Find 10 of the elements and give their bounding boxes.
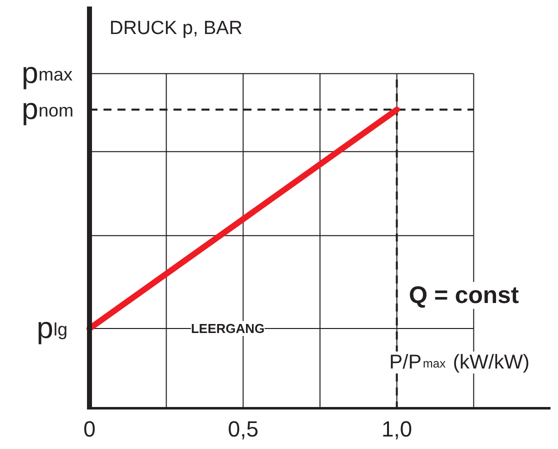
ref-line-label: pnom bbox=[22, 93, 74, 126]
ref-line-label: Q = const bbox=[408, 282, 519, 309]
x-axis-title: P/Pmax (kW/kW) bbox=[389, 351, 530, 374]
chart-title: DRUCK p, BAR bbox=[109, 18, 243, 39]
annotation: LEERGANG bbox=[190, 321, 265, 336]
x-tick-label: 0,5 bbox=[228, 416, 258, 442]
x-tick-label: 0 bbox=[83, 416, 96, 442]
ref-line-label: pmax bbox=[22, 57, 72, 90]
x-tick-label: 1,0 bbox=[382, 416, 412, 442]
ref-line-label: plg bbox=[36, 312, 68, 346]
